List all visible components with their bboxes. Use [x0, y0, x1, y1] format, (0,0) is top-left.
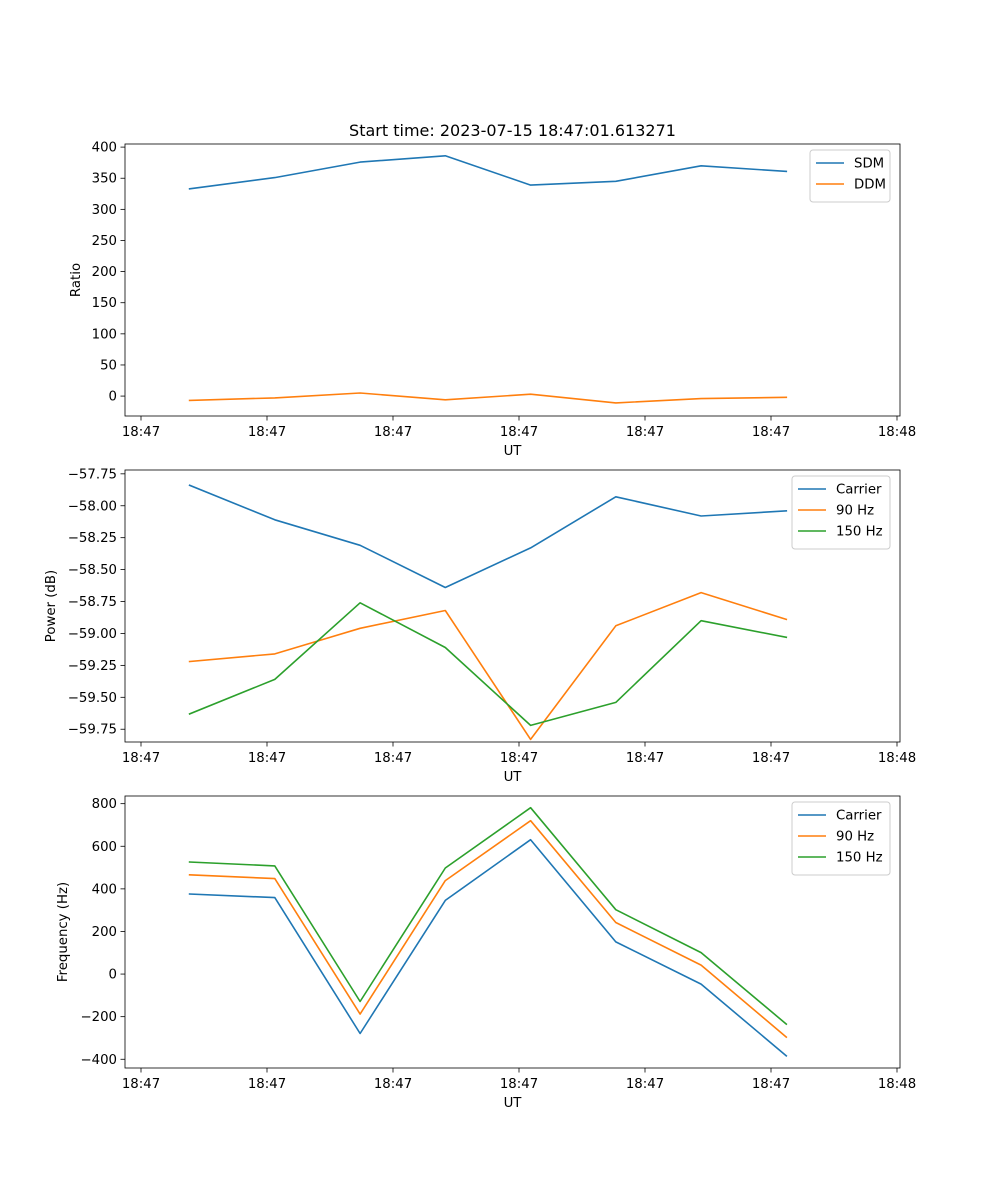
- series-line-150-hz: [188, 601, 788, 727]
- y-tick-label: −400: [80, 1053, 117, 1068]
- y-tick-label: 800: [92, 797, 117, 812]
- legend-label-150-hz: 150 Hz: [836, 525, 883, 540]
- x-tick-label: 18:47: [374, 1077, 412, 1092]
- x-tick-label: 18:47: [752, 425, 790, 440]
- x-tick-label: 18:47: [248, 425, 286, 440]
- y-tick-label: 0: [109, 968, 117, 983]
- y-tick-label: 400: [92, 141, 117, 156]
- figure-title: Start time: 2023-07-15 18:47:01.613271: [349, 121, 676, 140]
- y-tick-label: −57.75: [68, 467, 117, 482]
- legend-label-sdm: SDM: [854, 157, 884, 172]
- x-tick-label: 18:47: [122, 425, 160, 440]
- panels: 18:47 18:47 18:47 18:47 18:47 18:47 18:48 0 50 10…: [44, 141, 916, 1111]
- x-axis-label: UT: [504, 770, 523, 785]
- chart-panel-2: 18:47 18:47 18:47 18:47 18:47 18:47 18:48 −57.7…: [44, 467, 916, 785]
- y-tick-label: −58.25: [68, 531, 117, 546]
- y-tick-label: 600: [92, 840, 117, 855]
- series-line-carrier: [188, 484, 788, 589]
- x-tick-label: 18:47: [626, 425, 664, 440]
- series-line-90-hz: [188, 819, 788, 1039]
- legend: Carrier 90 Hz 150 Hz: [791, 475, 891, 550]
- y-tick-label: −58.50: [68, 563, 117, 578]
- y-tick-label: 300: [92, 203, 117, 218]
- y-tick-label: −59.25: [68, 659, 117, 674]
- y-tick-label: −200: [80, 1010, 117, 1025]
- chart-panel-1: 18:47 18:47 18:47 18:47 18:47 18:47 18:48 0 50 10…: [69, 141, 916, 459]
- series-line-150-hz: [188, 806, 788, 1026]
- y-tick-label: 350: [92, 172, 117, 187]
- y-tick-label: −58.00: [68, 499, 117, 514]
- axes-frame: [124, 795, 901, 1069]
- x-tick-label: 18:48: [878, 751, 916, 766]
- x-tick-label: 18:47: [500, 1077, 538, 1092]
- legend-label-150-hz: 150 Hz: [836, 851, 883, 866]
- y-tick-label: 50: [100, 358, 117, 373]
- legend-label-carrier: Carrier: [836, 483, 882, 498]
- x-tick-label: 18:48: [878, 425, 916, 440]
- x-axis-label: UT: [504, 444, 523, 459]
- legend-label-90-hz: 90 Hz: [836, 830, 874, 845]
- x-tick-label: 18:47: [122, 1077, 160, 1092]
- x-tick-label: 18:47: [248, 751, 286, 766]
- x-axis-label: UT: [504, 1096, 523, 1111]
- series-line-carrier: [188, 838, 788, 1058]
- y-tick-label: 150: [92, 296, 117, 311]
- x-tick-label: 18:47: [500, 751, 538, 766]
- y-axis-label: Frequency (Hz): [56, 882, 71, 982]
- x-tick-label: 18:47: [374, 751, 412, 766]
- series-line-sdm: [188, 155, 788, 190]
- y-tick-label: 100: [92, 327, 117, 342]
- y-tick-label: 200: [92, 265, 117, 280]
- x-tick-label: 18:47: [500, 425, 538, 440]
- axes-frame: [124, 469, 901, 743]
- legend-label-90-hz: 90 Hz: [836, 504, 874, 519]
- series-line-90-hz: [188, 591, 788, 741]
- x-tick-label: 18:47: [626, 1077, 664, 1092]
- x-tick-label: 18:47: [752, 751, 790, 766]
- x-tick-label: 18:47: [752, 1077, 790, 1092]
- chart-panel-3: 18:47 18:47 18:47 18:47 18:47 18:47 18:48 −400 −…: [56, 795, 916, 1111]
- x-tick-label: 18:47: [122, 751, 160, 766]
- x-tick-label: 18:47: [374, 425, 412, 440]
- x-tick-label: 18:48: [878, 1077, 916, 1092]
- y-axis-label: Power (dB): [44, 570, 59, 642]
- legend-label-ddm: DDM: [854, 178, 886, 193]
- y-tick-label: −59.00: [68, 627, 117, 642]
- axes-frame: [124, 143, 901, 417]
- legend: SDM DDM: [809, 149, 891, 203]
- y-tick-label: −59.75: [68, 723, 117, 738]
- y-tick-label: 200: [92, 925, 117, 940]
- y-tick-label: −58.75: [68, 595, 117, 610]
- y-tick-label: −59.50: [68, 691, 117, 706]
- y-tick-label: 400: [92, 882, 117, 897]
- y-tick-label: 250: [92, 234, 117, 249]
- series-line-ddm: [188, 392, 788, 404]
- y-tick-label: 0: [109, 390, 117, 405]
- x-tick-label: 18:47: [248, 1077, 286, 1092]
- legend-label-carrier: Carrier: [836, 809, 882, 824]
- legend: Carrier 90 Hz 150 Hz: [791, 801, 891, 876]
- y-axis-label: Ratio: [69, 263, 84, 297]
- x-tick-label: 18:47: [626, 751, 664, 766]
